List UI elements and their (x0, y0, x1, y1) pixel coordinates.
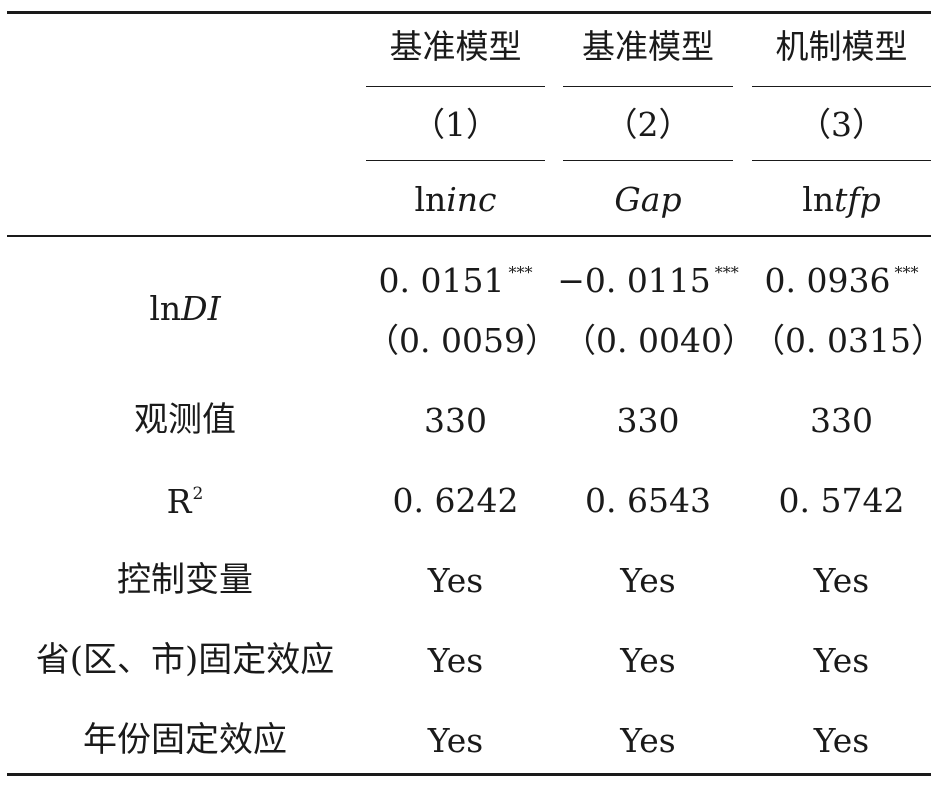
depvar-3-name: tfp (834, 180, 881, 219)
coef-2-stars: *** (714, 263, 739, 282)
obs-1: 330 (424, 401, 487, 440)
row-label-controls: 控制变量 (117, 560, 253, 600)
r2-base: R (166, 482, 192, 521)
year-fe-2: Yes (620, 721, 676, 760)
row-label-year-fe: 年份固定效应 (83, 720, 287, 760)
depvar-2-name: Gap (614, 180, 682, 219)
model-name-2: 基准模型 (582, 27, 714, 66)
number-underline-1 (366, 160, 545, 161)
r2-3: 0. 5742 (778, 481, 905, 520)
r2-1: 0. 6242 (392, 481, 519, 520)
coef-2: −0. 0115 *** (553, 264, 743, 297)
r2-2: 0. 6543 (585, 481, 711, 520)
coef-3: 0. 0936 *** (752, 264, 931, 297)
coef-3-stars: *** (894, 263, 919, 282)
coef-1-stars: *** (508, 263, 533, 282)
depvar-3: lntfp (752, 183, 931, 216)
header-rule (7, 235, 931, 237)
depvar-1-prefix: ln (414, 180, 447, 219)
coef-3-value: 0. 0936 (764, 261, 891, 300)
se-2: （0. 0040） (563, 321, 755, 360)
year-fe-1: Yes (427, 721, 484, 760)
obs-3: 330 (810, 401, 873, 440)
coef-1: 0. 0151 *** (366, 264, 545, 297)
row-label-lndi: lnDI (90, 292, 280, 325)
lndi-name: DI (181, 289, 221, 328)
model-underline-2 (563, 86, 733, 87)
year-fe-3: Yes (813, 721, 870, 760)
depvar-1-name: inc (446, 180, 497, 219)
depvar-3-prefix: ln (802, 180, 835, 219)
province-fe-3: Yes (813, 641, 870, 680)
lndi-prefix: ln (149, 289, 182, 328)
column-number-3: （3） (798, 105, 885, 144)
controls-3: Yes (813, 561, 870, 600)
model-name-3: 机制模型 (775, 27, 908, 66)
obs-2: 330 (616, 401, 680, 440)
depvar-2: Gap (563, 183, 733, 216)
row-label-r-squared: R2 (90, 485, 280, 518)
se-1: （0. 0059） (366, 321, 558, 360)
r2-exponent: 2 (192, 484, 204, 504)
controls-2: Yes (620, 561, 676, 600)
row-label-province-fe: 省(区、市)固定效应 (35, 640, 335, 680)
se-3: （0. 0315） (752, 321, 939, 360)
top-rule (7, 11, 931, 14)
model-underline-3 (752, 86, 931, 87)
model-name-1: 基准模型 (389, 27, 522, 66)
bottom-rule (7, 773, 931, 776)
model-underline-1 (366, 86, 545, 87)
number-underline-2 (563, 160, 733, 161)
controls-1: Yes (427, 561, 484, 600)
column-number-1: （1） (412, 105, 499, 144)
province-fe-1: Yes (427, 641, 484, 680)
column-number-2: （2） (604, 105, 692, 144)
row-label-observations: 观测值 (134, 400, 236, 440)
number-underline-3 (752, 160, 931, 161)
province-fe-2: Yes (620, 641, 676, 680)
coef-1-value: 0. 0151 (378, 261, 505, 300)
depvar-1: lninc (366, 183, 545, 216)
coef-2-value: −0. 0115 (557, 261, 711, 300)
